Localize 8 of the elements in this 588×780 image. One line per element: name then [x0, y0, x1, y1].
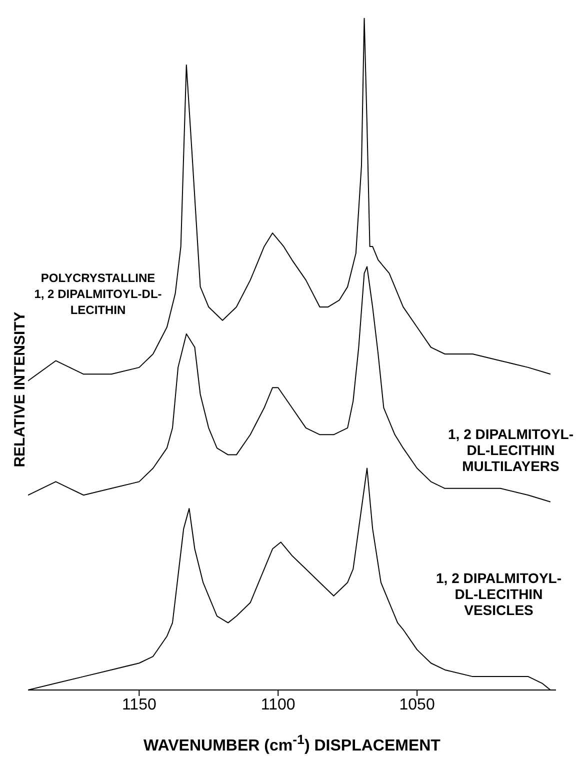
x-tick-label: 1100	[260, 696, 296, 714]
series-label: 1, 2 DIPALMITOYL- DL-LECITHIN MULTILAYERS	[448, 426, 574, 474]
text: 1, 2 DIPALMITOYL- DL-LECITHIN VESICLES	[436, 570, 562, 618]
y-axis-title: RELATIVE INTENSITY	[12, 311, 29, 467]
x-tick-label: 1050	[399, 696, 435, 714]
series-label: POLYCRYSTALLINE 1, 2 DIPALMITOYL-DL-LECITHIN	[34, 270, 162, 318]
x-tick-label: 1150	[122, 696, 156, 714]
x-axis-title: WAVENUMBER (cm$^{-1}$) DISPLACEMENT	[142, 732, 442, 756]
